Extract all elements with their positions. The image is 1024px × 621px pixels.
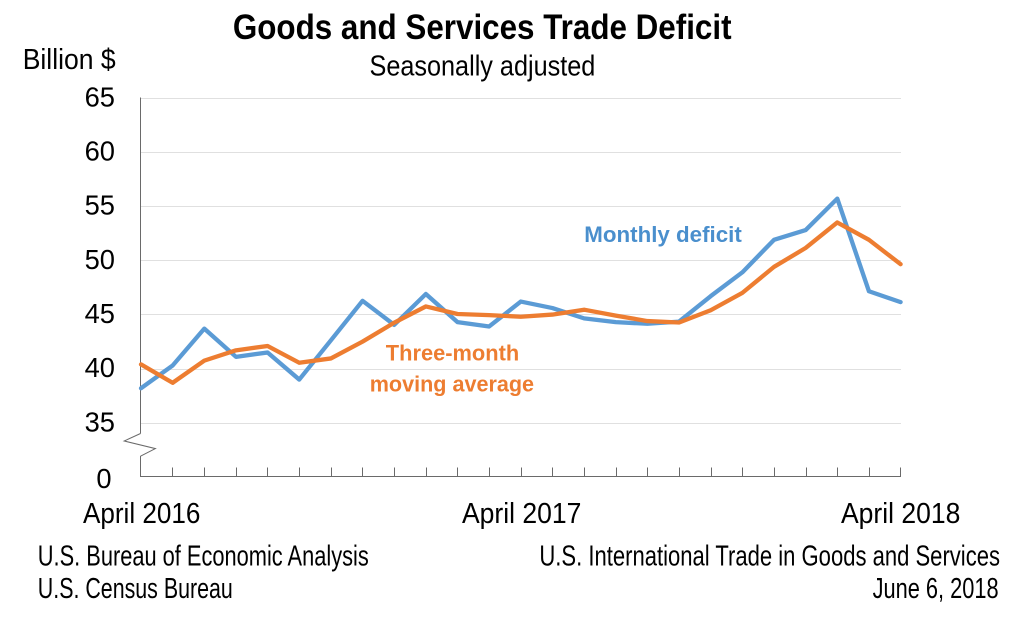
svg-text:June 6, 2018: June 6, 2018 bbox=[873, 573, 999, 605]
svg-text:moving average: moving average bbox=[370, 372, 534, 397]
svg-text:U.S. Bureau of Economic Analys: U.S. Bureau of Economic Analysis bbox=[38, 540, 369, 572]
svg-text:April 2017: April 2017 bbox=[462, 498, 582, 530]
svg-text:U.S. International Trade in Go: U.S. International Trade in Goods and Se… bbox=[539, 540, 1000, 572]
svg-text:45: 45 bbox=[85, 298, 115, 329]
svg-text:April 2018: April 2018 bbox=[841, 498, 960, 530]
svg-text:Monthly deficit: Monthly deficit bbox=[584, 222, 742, 247]
svg-text:65: 65 bbox=[85, 81, 115, 112]
svg-text:0: 0 bbox=[96, 463, 111, 494]
svg-text:40: 40 bbox=[85, 352, 115, 383]
svg-text:U.S. Census Bureau: U.S. Census Bureau bbox=[38, 573, 233, 605]
svg-text:Seasonally adjusted: Seasonally adjusted bbox=[370, 50, 596, 82]
svg-text:60: 60 bbox=[85, 136, 115, 167]
svg-text:April 2016: April 2016 bbox=[83, 498, 201, 530]
svg-text:50: 50 bbox=[85, 244, 115, 275]
svg-text:Three-month: Three-month bbox=[386, 341, 519, 366]
svg-text:Goods and Services Trade Defic: Goods and Services Trade Deficit bbox=[233, 8, 732, 47]
svg-text:55: 55 bbox=[85, 190, 115, 221]
svg-text:Billion $: Billion $ bbox=[23, 44, 116, 76]
svg-text:35: 35 bbox=[85, 406, 115, 437]
